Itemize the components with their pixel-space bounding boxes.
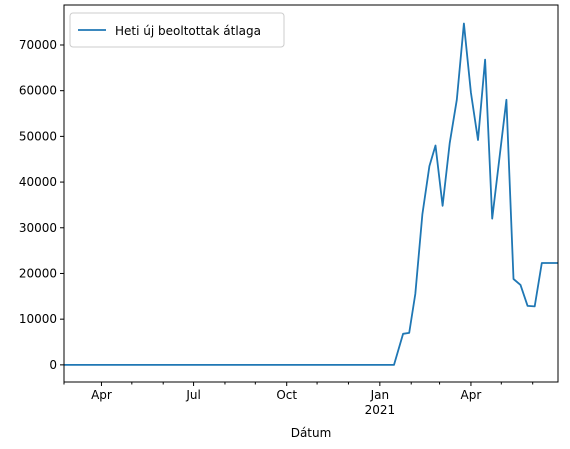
y-tick-label: 20000 bbox=[19, 266, 57, 280]
legend-box bbox=[69, 12, 285, 48]
y-tick-label: 60000 bbox=[19, 84, 57, 98]
x-year-label: 2021 bbox=[365, 403, 396, 417]
y-tick-label: 10000 bbox=[19, 312, 57, 326]
x-tick-label: Oct bbox=[276, 388, 297, 402]
x-tick-label: Apr bbox=[461, 388, 482, 402]
y-tick-label: 70000 bbox=[19, 38, 57, 52]
y-tick-label: 30000 bbox=[19, 221, 57, 235]
x-tick-label: Jan bbox=[370, 388, 390, 402]
plot-frame bbox=[63, 4, 559, 383]
x-tick-label: Jul bbox=[185, 388, 200, 402]
series-line bbox=[64, 22, 558, 366]
x-axis-ticks: Apr Jul Oct Jan Apr bbox=[63, 382, 534, 402]
y-tick-label: 50000 bbox=[19, 129, 57, 143]
y-tick-label: 0 bbox=[49, 358, 57, 372]
legend-label: Heti új beoltottak átlaga bbox=[115, 24, 261, 38]
x-tick-label: Apr bbox=[91, 388, 112, 402]
x-axis-label: Dátum bbox=[291, 426, 332, 440]
legend: Heti új beoltottak átlaga bbox=[69, 12, 285, 48]
series-layer bbox=[64, 22, 558, 366]
y-tick-label: 40000 bbox=[19, 175, 57, 189]
plot-area bbox=[64, 5, 558, 382]
y-axis-ticks: 0 10000 20000 30000 40000 50000 60000 70000 bbox=[19, 38, 64, 372]
